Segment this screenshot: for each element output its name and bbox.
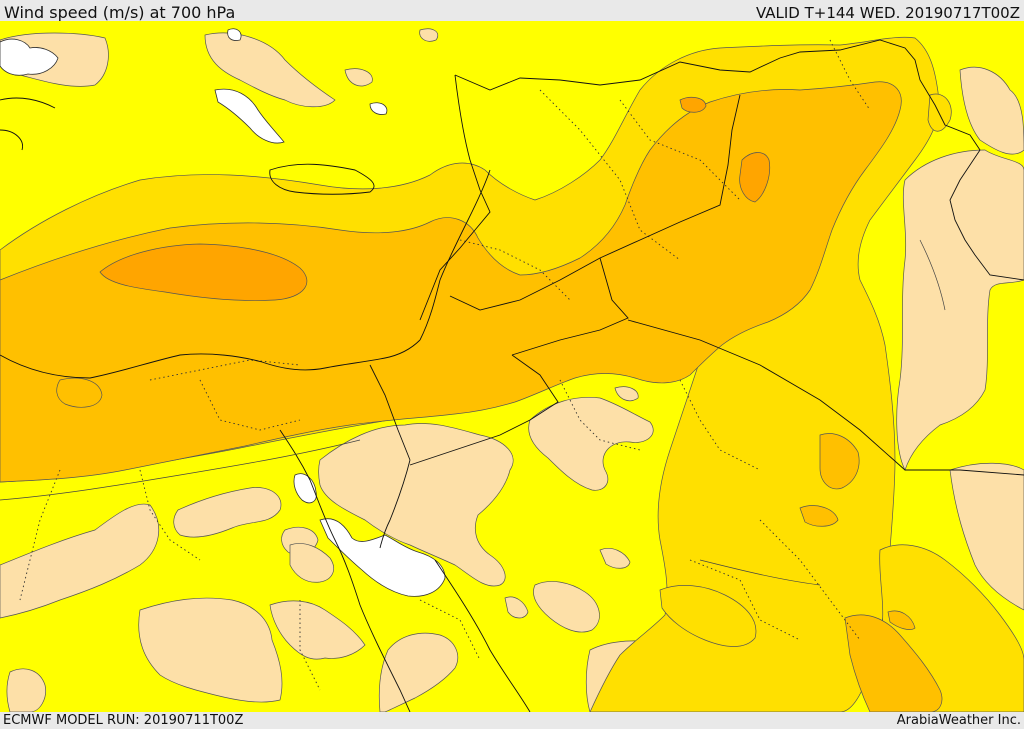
credit-label: ArabiaWeather Inc. [896,713,1021,728]
model-run-label: ECMWF MODEL RUN: 20190711T00Z [3,713,244,728]
footer-bar: ECMWF MODEL RUN: 20190711T00Z ArabiaWeat… [0,712,1024,729]
internal-boundaries [19,39,871,691]
map-title: Wind speed (m/s) at 700 hPa [4,3,236,22]
header-bar: Wind speed (m/s) at 700 hPa VALID T+144 … [0,0,1024,22]
shading-high [0,81,943,712]
contour-lines [0,239,946,586]
water-bodies [0,28,446,597]
country-borders [0,39,1024,712]
shading-very-high [99,96,771,301]
wind-speed-map[interactable] [0,21,1024,712]
valid-time-label: VALID T+144 WED. 20190717T00Z [755,4,1020,22]
